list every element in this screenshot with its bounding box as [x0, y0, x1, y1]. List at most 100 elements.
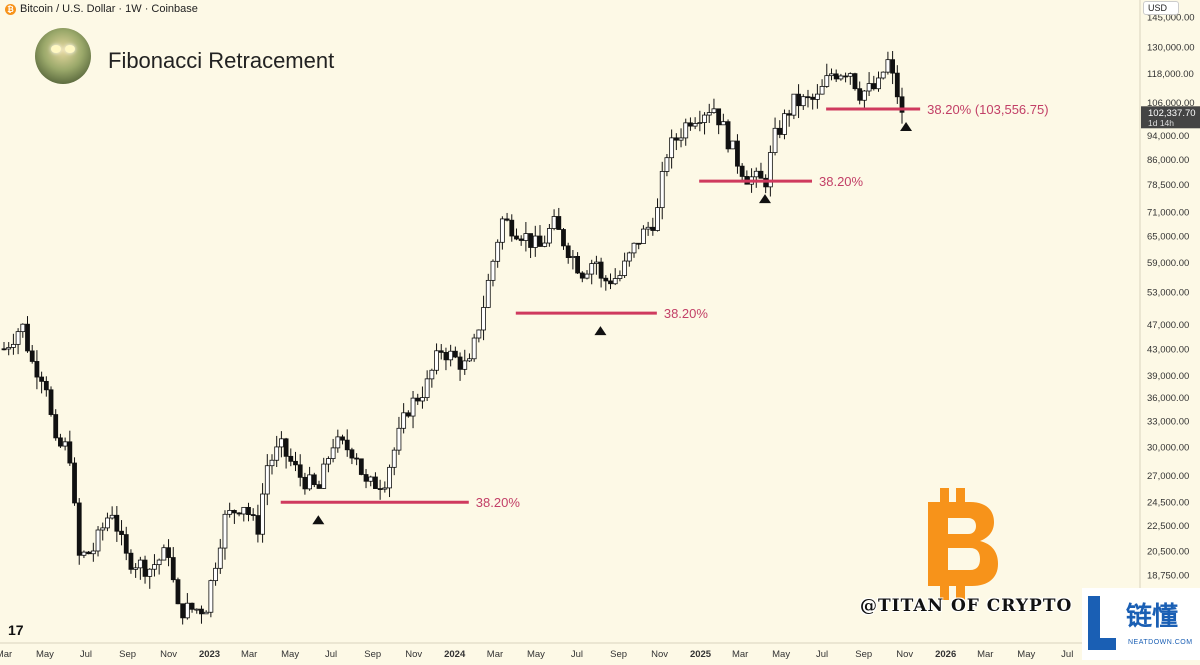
candle-body [833, 73, 839, 80]
y-tick-label: 22,500.00 [1147, 521, 1189, 532]
site-logo-text: 链懂 [1126, 602, 1179, 632]
candle-body [203, 611, 209, 615]
x-tick-label: 2023 [199, 649, 220, 660]
candle-body [805, 96, 811, 99]
y-tick-label: 30,000.00 [1147, 442, 1189, 453]
candle-body [523, 233, 529, 241]
candle-body [137, 559, 143, 569]
candle-body [777, 127, 783, 135]
fib-level-label: 38.20% (103,556.75) [927, 102, 1048, 117]
candle-body [227, 510, 233, 515]
candle-body [481, 307, 486, 331]
candle-body [438, 350, 444, 353]
candle-body [631, 242, 637, 254]
left-eye-icon [51, 45, 61, 53]
candle-body [650, 226, 656, 231]
x-tick-label: May [36, 649, 54, 660]
candle-body [782, 113, 787, 135]
candle-body [264, 465, 270, 495]
candle-body [429, 369, 435, 380]
candle-body [852, 73, 858, 90]
y-tick-label: 39,000.00 [1147, 371, 1189, 382]
candle-body [72, 462, 77, 504]
candle-body [894, 72, 900, 98]
y-tick-label: 86,000.00 [1147, 155, 1189, 166]
candle-body [6, 347, 12, 350]
candle-body [128, 552, 134, 570]
currency-selector[interactable]: USD [1143, 1, 1179, 15]
candle-body [669, 137, 675, 159]
candle-body [448, 350, 454, 361]
candle-body [410, 397, 416, 417]
x-tick-label: Mar [487, 649, 503, 660]
y-tick-label: 47,000.00 [1147, 320, 1189, 331]
candle-body [664, 157, 670, 172]
x-tick-label: Jul [80, 649, 92, 660]
candle-body [269, 459, 275, 467]
candle-body [697, 122, 703, 124]
x-tick-label: Mar [977, 649, 993, 660]
site-logo-mark-icon [1088, 596, 1116, 650]
candle-body [692, 123, 698, 127]
candle-body [335, 436, 341, 449]
candle-body [123, 534, 129, 554]
candle-body [702, 114, 707, 123]
candle-body [645, 226, 651, 230]
candle-body [678, 137, 684, 141]
candle-body [485, 279, 491, 308]
y-tick-label: 78,500.00 [1147, 180, 1189, 191]
candle-body [847, 73, 853, 77]
x-tick-label: 2024 [444, 649, 466, 660]
candle-body [194, 608, 200, 611]
candle-body [810, 96, 816, 100]
x-tick-label: Sep [855, 649, 872, 660]
candle-body [368, 476, 374, 482]
candle-body [706, 112, 712, 116]
candle-body [95, 529, 101, 552]
candle-body [495, 241, 501, 262]
candle-body [213, 567, 218, 582]
candle-body [260, 493, 265, 535]
candle-body [354, 457, 360, 460]
symbol-header: ₿ Bitcoin / U.S. Dollar · 1W · Coinbase [0, 0, 198, 18]
bitcoin-logo-icon [928, 488, 998, 600]
candle-body [405, 412, 411, 417]
candle-body [518, 238, 524, 241]
support-marker-icon [758, 194, 771, 204]
y-tick-label: 65,000.00 [1147, 232, 1189, 243]
candle-body [340, 436, 345, 441]
candle-body [622, 260, 628, 276]
candle-body [161, 547, 167, 561]
candle-body [838, 75, 844, 80]
candle-body [420, 397, 425, 402]
candle-body [589, 263, 595, 275]
candle-body [730, 140, 736, 150]
candle-body [76, 502, 82, 556]
candle-body [570, 255, 576, 258]
y-tick-label: 130,000.00 [1147, 43, 1195, 54]
candle-body [617, 275, 623, 279]
x-tick-label: Jul [325, 649, 337, 660]
candle-body [105, 517, 110, 529]
currency-label: USD [1148, 3, 1168, 13]
candle-body [39, 376, 45, 382]
y-tick-label: 18,750.00 [1147, 571, 1189, 582]
candle-body [302, 476, 308, 490]
candle-body [81, 551, 87, 556]
candle-body [471, 337, 477, 360]
candle-body [739, 165, 745, 177]
candle-body [819, 86, 825, 95]
watermark-text: @TITAN OF CRYPTO [860, 596, 1073, 616]
candle-body [15, 331, 21, 345]
support-marker-icon [312, 515, 325, 525]
candle-body [843, 75, 848, 78]
candle-body [293, 460, 298, 466]
candle-body [199, 608, 204, 615]
candle-body [133, 567, 139, 570]
candle-body [217, 547, 223, 569]
candle-body [457, 356, 463, 370]
x-tick-label: Jul [571, 649, 583, 660]
candle-body [283, 438, 289, 457]
